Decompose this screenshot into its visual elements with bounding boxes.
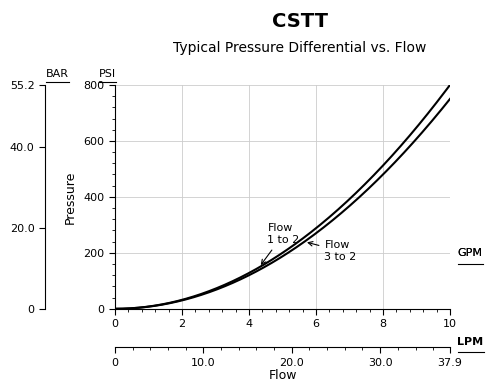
Text: GPM: GPM <box>458 248 482 258</box>
Text: BAR: BAR <box>46 69 69 79</box>
Text: Typical Pressure Differential vs. Flow: Typical Pressure Differential vs. Flow <box>174 41 426 54</box>
Text: GPM: GPM <box>458 248 482 258</box>
Y-axis label: Pressure: Pressure <box>64 170 76 223</box>
Text: Flow: Flow <box>268 369 297 382</box>
Text: CSTT: CSTT <box>272 12 328 30</box>
Text: Flow
3 to 2: Flow 3 to 2 <box>308 240 356 262</box>
Text: LPM: LPM <box>458 337 483 347</box>
Text: PSI: PSI <box>99 69 116 79</box>
Text: Flow
1 to 2: Flow 1 to 2 <box>262 223 300 264</box>
